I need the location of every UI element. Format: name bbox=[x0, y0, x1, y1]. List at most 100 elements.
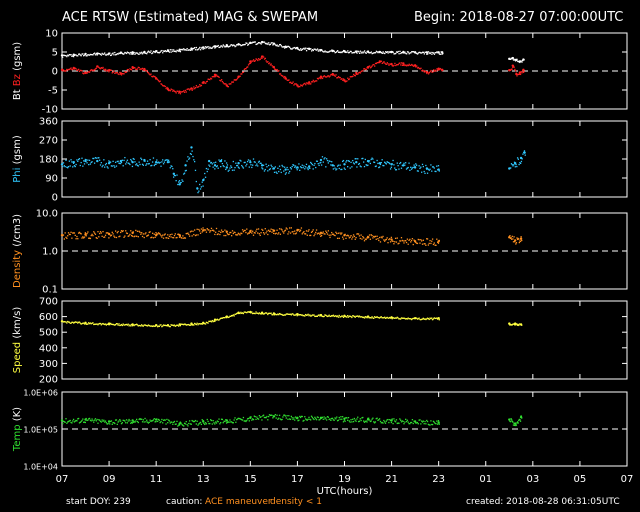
data-speck-phi bbox=[395, 169, 398, 171]
data-speck-density bbox=[231, 230, 234, 232]
data-speck-temp bbox=[132, 421, 134, 423]
data-speck-density bbox=[190, 230, 192, 232]
data-speck-bz bbox=[64, 70, 66, 72]
data-speck-bt bbox=[414, 51, 416, 54]
data-speck-bt bbox=[279, 43, 282, 46]
data-speck-phi bbox=[329, 160, 331, 163]
data-speck-speed bbox=[179, 325, 182, 327]
data-speck-speed bbox=[363, 317, 366, 319]
data-speck-density bbox=[428, 242, 430, 245]
data-speck-phi bbox=[63, 165, 65, 167]
data-speck-temp bbox=[304, 418, 307, 420]
data-speck-phi bbox=[124, 156, 126, 159]
data-speck-bt bbox=[355, 51, 357, 53]
data-speck-bz bbox=[376, 62, 378, 64]
data-speck-temp bbox=[124, 420, 126, 422]
data-speck-temp bbox=[122, 419, 124, 421]
data-speck-bt bbox=[73, 54, 76, 56]
data-speck-bt bbox=[145, 52, 147, 54]
data-speck-density bbox=[238, 233, 240, 235]
data-speck-temp bbox=[91, 418, 93, 420]
data-speck-bt bbox=[251, 42, 253, 44]
data-speck-speed bbox=[339, 316, 341, 318]
data-speck-density bbox=[277, 233, 279, 235]
data-speck-bz bbox=[205, 81, 208, 83]
data-speck-bt bbox=[418, 51, 420, 54]
data-speck-speed bbox=[190, 323, 192, 325]
data-speck-density bbox=[404, 240, 406, 242]
data-speck-bz bbox=[313, 81, 315, 83]
data-speck-bz bbox=[438, 68, 441, 71]
data-speck-bz bbox=[410, 64, 412, 67]
data-speck-phi bbox=[338, 167, 340, 170]
data-speck-bt bbox=[153, 51, 155, 53]
data-speck-speed bbox=[437, 317, 440, 320]
data-speck-density bbox=[323, 233, 325, 235]
data-speck-speed bbox=[278, 312, 281, 315]
data-speck-bz bbox=[280, 74, 282, 77]
data-speck-temp bbox=[240, 418, 242, 420]
data-speck-speed bbox=[83, 323, 86, 325]
data-speck-phi bbox=[214, 168, 216, 170]
data-speck-speed bbox=[303, 314, 305, 317]
data-speck-temp bbox=[225, 422, 228, 424]
data-speck-bz bbox=[379, 60, 382, 62]
data-speck-temp bbox=[93, 419, 96, 421]
data-speck-bz bbox=[251, 60, 253, 62]
data-speck-bz bbox=[194, 87, 196, 90]
data-speck-bt bbox=[160, 50, 162, 52]
data-speck-density bbox=[273, 232, 275, 235]
data-speck-bz bbox=[284, 76, 287, 78]
data-speck-speed bbox=[216, 318, 219, 320]
data-speck-bz bbox=[226, 84, 228, 87]
data-speck-phi bbox=[309, 167, 311, 169]
data-speck-speed bbox=[283, 314, 286, 316]
data-speck-phi bbox=[201, 181, 203, 183]
data-speck-density bbox=[146, 235, 148, 237]
data-speck-temp bbox=[372, 417, 374, 419]
data-speck-bt bbox=[240, 44, 242, 47]
data-speck-temp-late bbox=[512, 421, 514, 423]
data-speck-phi bbox=[121, 159, 123, 161]
data-speck-density bbox=[109, 233, 111, 236]
data-speck-density bbox=[217, 233, 219, 235]
data-speck-speed bbox=[92, 322, 94, 324]
data-speck-speed bbox=[331, 315, 334, 317]
data-speck-speed bbox=[305, 314, 308, 316]
data-speck-temp bbox=[92, 419, 94, 422]
data-speck-bt bbox=[174, 50, 177, 52]
data-speck-speed bbox=[315, 315, 318, 317]
data-speck-bz bbox=[352, 75, 354, 77]
y-axis-label-text-temp: Temp (K) bbox=[12, 407, 23, 452]
data-speck-bz bbox=[374, 65, 376, 67]
data-speck-density bbox=[99, 231, 102, 233]
data-speck-temp bbox=[309, 418, 311, 420]
data-speck-bt bbox=[190, 49, 192, 51]
data-speck-bt bbox=[225, 45, 227, 48]
data-speck-speed bbox=[232, 314, 234, 316]
data-speck-phi bbox=[251, 166, 253, 169]
data-speck-temp bbox=[426, 420, 429, 423]
data-speck-bz bbox=[212, 76, 214, 78]
data-speck-density bbox=[314, 233, 316, 235]
data-speck-phi bbox=[351, 166, 353, 168]
data-speck-bt bbox=[114, 54, 117, 56]
data-speck-density bbox=[392, 240, 394, 243]
data-speck-bz bbox=[365, 68, 367, 71]
data-speck-speed bbox=[271, 314, 273, 316]
data-speck-temp bbox=[215, 421, 217, 423]
data-speck-speed bbox=[184, 323, 187, 325]
data-speck-phi bbox=[290, 168, 292, 170]
data-speck-speed bbox=[401, 317, 403, 319]
data-speck-phi bbox=[292, 164, 294, 166]
data-speck-bz bbox=[244, 68, 246, 70]
data-speck-phi bbox=[326, 158, 328, 160]
data-speck-density bbox=[283, 232, 285, 234]
data-speck-bz bbox=[346, 80, 348, 82]
data-speck-phi bbox=[152, 157, 155, 159]
data-speck-speed bbox=[394, 317, 397, 319]
data-speck-density bbox=[203, 230, 205, 232]
data-speck-bz bbox=[209, 78, 211, 81]
data-speck-bt bbox=[171, 49, 173, 51]
data-speck-bz bbox=[375, 62, 378, 65]
